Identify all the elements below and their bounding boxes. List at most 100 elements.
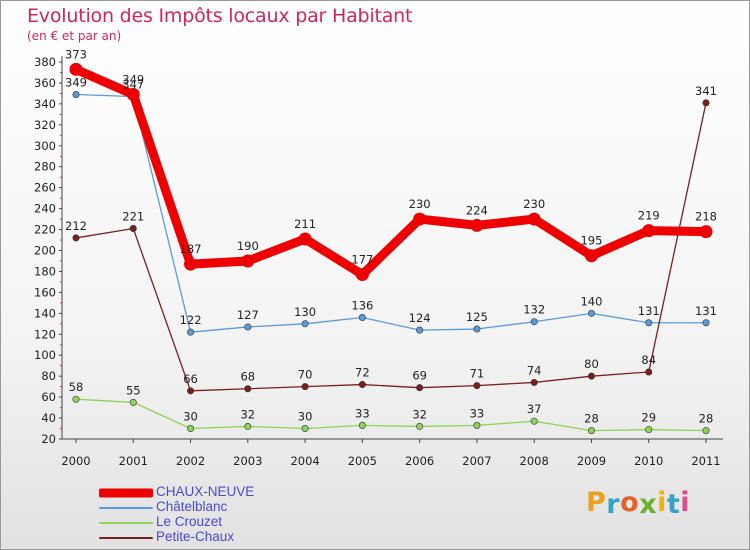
data-point xyxy=(702,427,710,435)
data-point xyxy=(584,249,598,263)
logo-letter: i xyxy=(680,487,691,518)
y-tick-label: 360 xyxy=(34,76,56,90)
y-tick-label: 100 xyxy=(34,348,56,362)
data-label: 69 xyxy=(412,369,427,383)
x-tick-label: 2002 xyxy=(176,454,205,468)
data-label: 131 xyxy=(695,304,717,318)
data-label: 84 xyxy=(641,353,656,367)
data-label: 219 xyxy=(638,209,660,223)
y-tick-label: 120 xyxy=(34,327,56,341)
y-tick-label: 240 xyxy=(34,202,56,216)
y-tick-label: 340 xyxy=(34,97,56,111)
logo-letter: t xyxy=(666,489,681,520)
logo-letter: r xyxy=(606,489,621,520)
data-label: 30 xyxy=(298,410,313,424)
data-label: 349 xyxy=(65,75,87,89)
data-label: 347 xyxy=(122,78,144,92)
data-label: 224 xyxy=(466,203,488,217)
data-point xyxy=(358,381,366,389)
logo-letter: o xyxy=(620,487,640,518)
data-point xyxy=(473,421,481,429)
series-line-ch-telblanc xyxy=(75,93,707,333)
data-point xyxy=(645,368,653,376)
series-line-chaux-neuve xyxy=(71,64,711,280)
series-chaux-neuve xyxy=(69,62,713,282)
data-label: 68 xyxy=(240,370,255,384)
data-label: 70 xyxy=(298,368,313,382)
data-label: 29 xyxy=(641,411,656,425)
data-label: 140 xyxy=(580,294,602,308)
data-point xyxy=(72,395,80,403)
data-label: 212 xyxy=(65,219,87,233)
data-point xyxy=(530,417,538,425)
legend-label: CHAUX-NEUVE xyxy=(156,484,255,499)
data-point xyxy=(244,323,252,331)
y-tick-label: 260 xyxy=(34,181,56,195)
data-point xyxy=(187,328,195,336)
data-label: 218 xyxy=(695,210,717,224)
data-point xyxy=(72,90,80,98)
data-point xyxy=(530,378,538,386)
series-petite-chaux xyxy=(72,99,710,395)
data-label: 72 xyxy=(355,366,370,380)
data-label: 33 xyxy=(470,406,485,420)
data-label: 122 xyxy=(180,313,202,327)
legend-swatch xyxy=(99,506,153,509)
data-point xyxy=(187,425,195,433)
data-label: 71 xyxy=(470,367,485,381)
data-point xyxy=(184,257,198,271)
data-point xyxy=(473,325,481,333)
data-label: 32 xyxy=(240,407,255,421)
data-point xyxy=(301,320,309,328)
data-label: 177 xyxy=(351,253,373,267)
data-point xyxy=(416,384,424,392)
data-point xyxy=(587,309,595,317)
logo-letter: P xyxy=(586,487,607,518)
data-point xyxy=(241,254,255,268)
x-tick-label: 2011 xyxy=(691,454,720,468)
data-point xyxy=(587,427,595,435)
data-label: 33 xyxy=(355,406,370,420)
y-tick-label: 180 xyxy=(34,264,56,278)
data-point xyxy=(473,382,481,390)
data-label: 58 xyxy=(69,380,84,394)
legend-swatch xyxy=(99,536,153,539)
y-tick-label: 200 xyxy=(34,244,56,258)
data-point xyxy=(126,87,140,101)
x-tick-label: 2009 xyxy=(577,454,606,468)
data-point xyxy=(301,383,309,391)
data-point xyxy=(416,422,424,430)
data-point xyxy=(702,319,710,327)
data-point xyxy=(298,232,312,246)
data-label: 195 xyxy=(580,234,602,248)
data-label: 132 xyxy=(523,303,545,317)
data-label: 211 xyxy=(294,217,316,231)
data-point xyxy=(702,99,710,107)
data-point xyxy=(413,212,427,226)
x-tick-label: 2006 xyxy=(405,454,434,468)
x-tick-label: 2007 xyxy=(462,454,491,468)
data-label: 74 xyxy=(527,363,542,377)
x-tick-label: 2008 xyxy=(520,454,549,468)
legend-label: Le Crouzet xyxy=(156,514,223,529)
legend-label: Petite-Chaux xyxy=(156,529,235,544)
logo-letter: i xyxy=(657,487,667,518)
y-tick-label: 160 xyxy=(34,285,56,299)
y-tick-label: 20 xyxy=(41,432,56,446)
data-label: 28 xyxy=(699,412,714,426)
data-label: 125 xyxy=(466,310,488,324)
data-label: 124 xyxy=(409,311,431,325)
data-label: 349 xyxy=(122,72,144,86)
series-le-crouzet xyxy=(72,395,710,435)
data-label: 55 xyxy=(126,383,141,397)
data-label: 187 xyxy=(180,242,202,256)
x-tick-label: 2001 xyxy=(119,454,148,468)
data-point xyxy=(129,225,137,233)
data-point xyxy=(470,218,484,232)
y-tick-label: 380 xyxy=(34,55,56,69)
data-label: 341 xyxy=(695,84,717,98)
data-point xyxy=(129,398,137,406)
chart-title: Evolution des Impôts locaux par Habitant xyxy=(27,5,413,27)
y-tick-label: 220 xyxy=(34,223,56,237)
data-label: 37 xyxy=(527,402,542,416)
